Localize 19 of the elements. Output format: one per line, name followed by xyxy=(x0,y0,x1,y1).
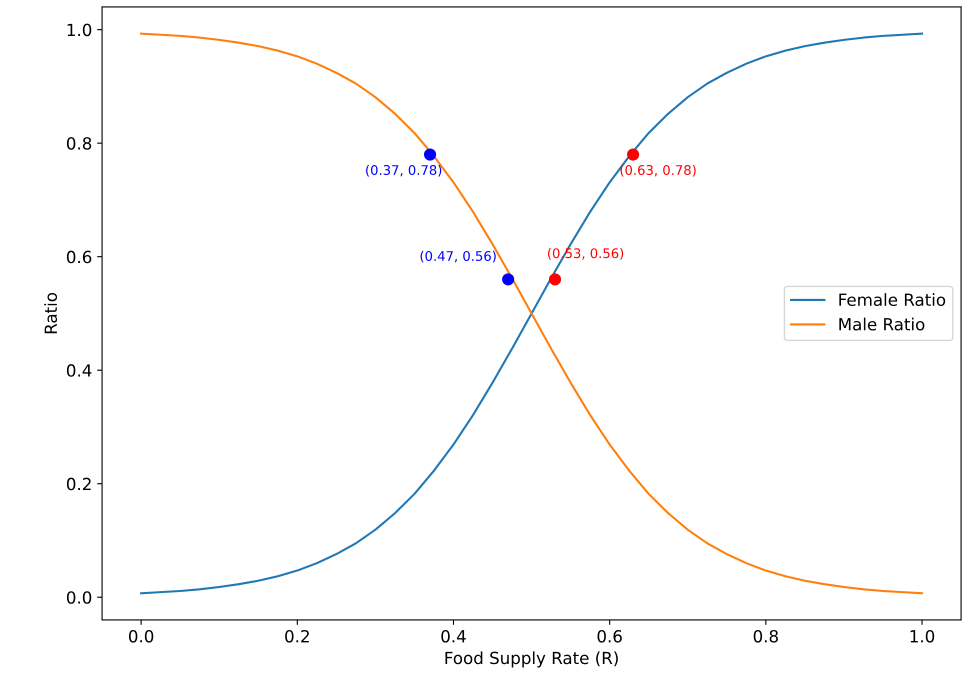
x-tick-label: 0.0 xyxy=(128,630,154,643)
y-tick-label: 0.4 xyxy=(66,364,92,377)
x-tick-label: 0.8 xyxy=(754,630,778,643)
y-axis-title: Ratio xyxy=(44,292,58,334)
annotation: (0.63, 0.78) xyxy=(620,164,696,177)
y-tick-label: 0.2 xyxy=(66,478,91,490)
legend-label: Female Ratio xyxy=(839,293,946,306)
annotation: (0.47, 0.56) xyxy=(420,250,496,263)
x-tick-label: 0.6 xyxy=(598,630,622,643)
y-tick-label: 0.6 xyxy=(66,250,92,264)
y-tick-label: 0.0 xyxy=(66,591,92,604)
x-tick-label: 0.4 xyxy=(441,630,466,643)
legend-label: Male Ratio xyxy=(839,318,924,331)
annotation: (0.37, 0.78) xyxy=(366,164,442,177)
y-tick-label: 1.0 xyxy=(68,24,92,36)
y-tick-label: 0.8 xyxy=(66,137,92,150)
x-axis-title: Food Supply Rate (R) xyxy=(445,651,618,668)
x-tick-label: 0.2 xyxy=(285,630,309,643)
x-tick-label: 1.0 xyxy=(910,630,934,643)
